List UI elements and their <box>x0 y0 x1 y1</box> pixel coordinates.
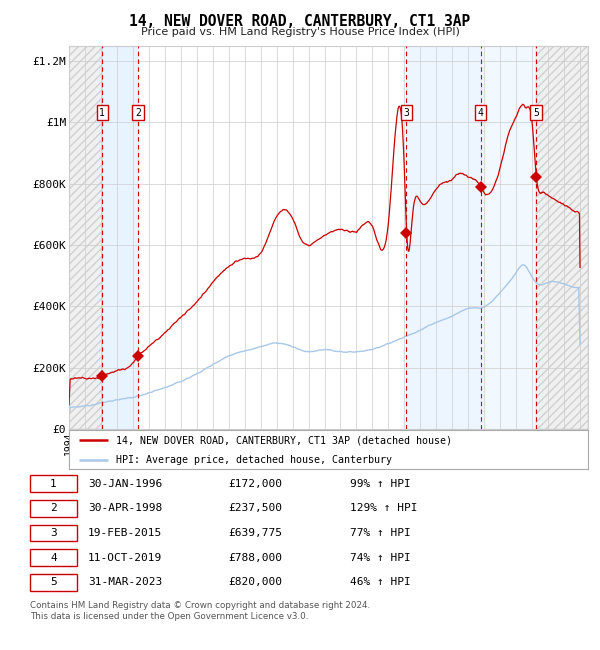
Text: 4: 4 <box>50 552 57 563</box>
Text: 3: 3 <box>50 528 57 538</box>
Text: 1: 1 <box>50 478 57 489</box>
Text: 129% ↑ HPI: 129% ↑ HPI <box>350 503 418 514</box>
Text: £639,775: £639,775 <box>229 528 283 538</box>
FancyBboxPatch shape <box>30 549 77 566</box>
Text: 5: 5 <box>50 577 57 588</box>
Text: 14, NEW DOVER ROAD, CANTERBURY, CT1 3AP (detached house): 14, NEW DOVER ROAD, CANTERBURY, CT1 3AP … <box>116 435 452 445</box>
Text: 1: 1 <box>99 108 105 118</box>
Text: Price paid vs. HM Land Registry's House Price Index (HPI): Price paid vs. HM Land Registry's House … <box>140 27 460 37</box>
Text: 14, NEW DOVER ROAD, CANTERBURY, CT1 3AP: 14, NEW DOVER ROAD, CANTERBURY, CT1 3AP <box>130 14 470 29</box>
Text: 99% ↑ HPI: 99% ↑ HPI <box>350 478 411 489</box>
FancyBboxPatch shape <box>30 500 77 517</box>
Text: 46% ↑ HPI: 46% ↑ HPI <box>350 577 411 588</box>
FancyBboxPatch shape <box>30 475 77 492</box>
Text: 30-APR-1998: 30-APR-1998 <box>88 503 162 514</box>
Text: 11-OCT-2019: 11-OCT-2019 <box>88 552 162 563</box>
Text: 77% ↑ HPI: 77% ↑ HPI <box>350 528 411 538</box>
Bar <box>481 46 536 429</box>
Text: 3: 3 <box>403 108 409 118</box>
Text: 30-JAN-1996: 30-JAN-1996 <box>88 478 162 489</box>
Text: 74% ↑ HPI: 74% ↑ HPI <box>350 552 411 563</box>
Bar <box>69 46 102 429</box>
FancyBboxPatch shape <box>30 525 77 541</box>
Text: £172,000: £172,000 <box>229 478 283 489</box>
Text: 5: 5 <box>533 108 539 118</box>
Text: 4: 4 <box>478 108 484 118</box>
Text: HPI: Average price, detached house, Canterbury: HPI: Average price, detached house, Cant… <box>116 454 392 465</box>
Bar <box>536 46 588 429</box>
Text: 2: 2 <box>50 503 57 514</box>
Bar <box>102 46 138 429</box>
FancyBboxPatch shape <box>30 574 77 591</box>
Text: 2: 2 <box>135 108 141 118</box>
Text: Contains HM Land Registry data © Crown copyright and database right 2024.
This d: Contains HM Land Registry data © Crown c… <box>30 601 370 621</box>
Bar <box>406 46 481 429</box>
Text: 19-FEB-2015: 19-FEB-2015 <box>88 528 162 538</box>
Text: 31-MAR-2023: 31-MAR-2023 <box>88 577 162 588</box>
Text: £788,000: £788,000 <box>229 552 283 563</box>
Text: £820,000: £820,000 <box>229 577 283 588</box>
Text: £237,500: £237,500 <box>229 503 283 514</box>
